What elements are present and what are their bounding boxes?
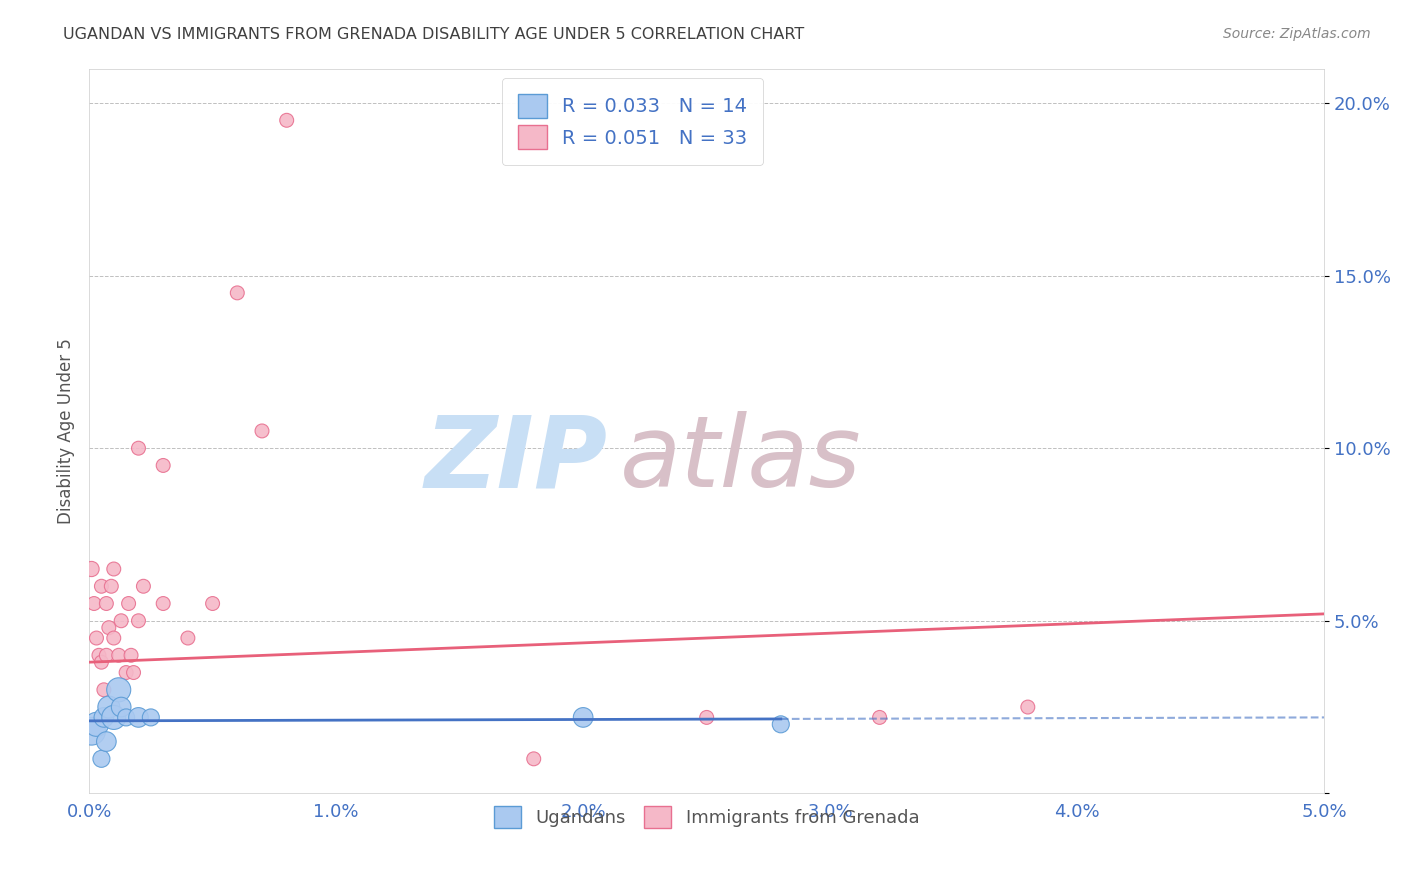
Point xyxy=(127,614,149,628)
Point xyxy=(93,682,115,697)
Text: ZIP: ZIP xyxy=(425,411,607,508)
Point xyxy=(97,700,120,714)
Point xyxy=(117,597,139,611)
Text: Source: ZipAtlas.com: Source: ZipAtlas.com xyxy=(1223,27,1371,41)
Point xyxy=(127,710,149,724)
Text: UGANDAN VS IMMIGRANTS FROM GRENADA DISABILITY AGE UNDER 5 CORRELATION CHART: UGANDAN VS IMMIGRANTS FROM GRENADA DISAB… xyxy=(63,27,804,42)
Point xyxy=(572,710,595,724)
Point xyxy=(107,648,129,663)
Point xyxy=(86,631,108,645)
Point xyxy=(696,710,718,724)
Point xyxy=(86,717,108,731)
Point xyxy=(523,752,546,766)
Point xyxy=(177,631,200,645)
Point xyxy=(769,717,792,731)
Point xyxy=(83,597,105,611)
Point xyxy=(1017,700,1039,714)
Point xyxy=(127,441,149,455)
Point xyxy=(97,621,120,635)
Legend: Ugandans, Immigrants from Grenada: Ugandans, Immigrants from Grenada xyxy=(486,798,927,835)
Point xyxy=(122,665,145,680)
Point xyxy=(152,458,174,473)
Point xyxy=(226,285,249,300)
Point xyxy=(87,648,110,663)
Point xyxy=(110,614,132,628)
Point xyxy=(80,562,103,576)
Y-axis label: Disability Age Under 5: Disability Age Under 5 xyxy=(58,338,75,524)
Point xyxy=(90,655,112,669)
Point xyxy=(80,724,103,739)
Point xyxy=(115,710,138,724)
Text: atlas: atlas xyxy=(620,411,862,508)
Point xyxy=(90,752,112,766)
Point xyxy=(152,597,174,611)
Point xyxy=(201,597,224,611)
Point xyxy=(250,424,273,438)
Point xyxy=(110,700,132,714)
Point xyxy=(103,710,125,724)
Point xyxy=(869,710,891,724)
Point xyxy=(93,710,115,724)
Point xyxy=(132,579,155,593)
Point xyxy=(96,734,118,748)
Point xyxy=(96,597,118,611)
Point xyxy=(103,562,125,576)
Point xyxy=(115,665,138,680)
Point xyxy=(90,579,112,593)
Point xyxy=(100,579,122,593)
Point xyxy=(276,113,298,128)
Point xyxy=(120,648,142,663)
Point xyxy=(107,682,129,697)
Point xyxy=(103,631,125,645)
Point xyxy=(96,648,118,663)
Point xyxy=(139,710,162,724)
